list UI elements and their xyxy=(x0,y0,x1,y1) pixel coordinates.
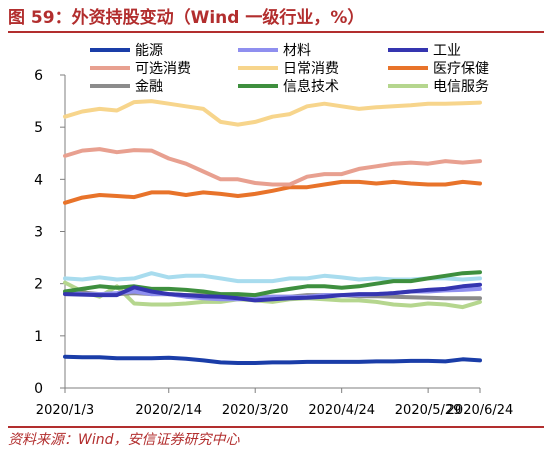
y-tick-label: 2 xyxy=(34,277,43,293)
source-note: 资料来源：Wind，安信证券研究中心 xyxy=(8,426,544,450)
y-tick-label: 4 xyxy=(34,172,43,188)
legend-label: 工业 xyxy=(433,43,461,59)
x-tick-label: 2020/6/24 xyxy=(447,403,514,418)
y-tick-label: 5 xyxy=(34,120,43,136)
legend-label: 医疗保健 xyxy=(433,61,489,77)
y-tick-label: 6 xyxy=(34,68,43,84)
x-tick-label: 2020/5/29 xyxy=(395,403,462,418)
y-tick-label: 1 xyxy=(34,329,43,345)
legend-label: 电信服务 xyxy=(433,79,489,95)
y-tick-label: 0 xyxy=(34,381,43,397)
series-lines xyxy=(63,99,482,365)
legend-label: 材料 xyxy=(283,43,311,59)
y-tick-label: 3 xyxy=(34,225,43,241)
series-line-1 xyxy=(63,354,482,365)
x-tick-label: 2020/1/3 xyxy=(36,403,94,418)
x-tick-label: 2020/4/24 xyxy=(308,403,375,418)
figure-title: 图 59：外资持股变动（Wind 一级行业，%） xyxy=(8,5,544,33)
x-tick-label: 2020/2/14 xyxy=(135,403,202,418)
series-line-6 xyxy=(63,179,482,205)
legend-label: 金融 xyxy=(135,79,163,95)
series-line-9 xyxy=(63,280,482,310)
legend-label: 能源 xyxy=(135,43,163,59)
series-line-3 xyxy=(63,282,482,303)
axes: 0 1 2 3 4 5 6 2020/1/3 2020/2/14 2020/3/20 2020/4/… xyxy=(34,68,513,418)
legend-label: 日常消费 xyxy=(283,61,339,77)
line-chart: 0 1 2 3 4 5 6 2020/1/3 2020/2/14 2020/3/20 2020/4/… xyxy=(34,43,513,418)
legend-label: 可选消费 xyxy=(135,61,191,77)
legend-label: 信息技术 xyxy=(283,78,339,95)
series-line-5 xyxy=(63,99,482,127)
series-line-4 xyxy=(63,147,482,187)
x-tick-label: 2020/3/20 xyxy=(222,403,289,418)
